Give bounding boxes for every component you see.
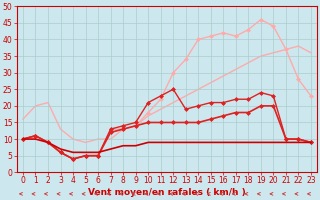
X-axis label: Vent moyen/en rafales ( km/h ): Vent moyen/en rafales ( km/h ) [88,188,246,197]
